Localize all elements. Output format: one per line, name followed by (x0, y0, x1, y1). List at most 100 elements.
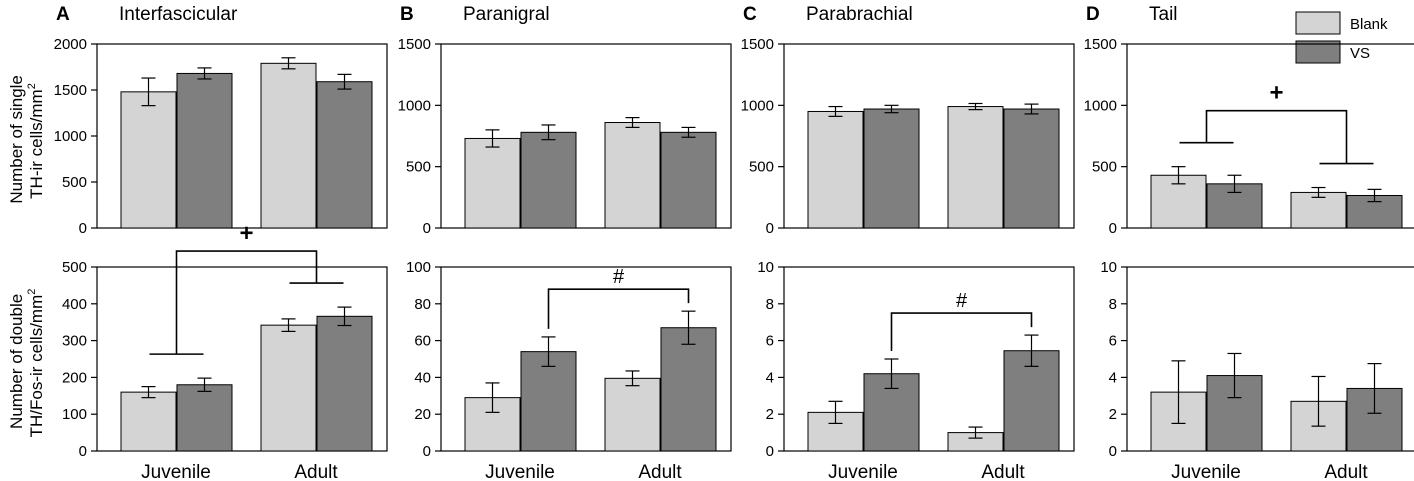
y-tick-label: 1500 (54, 82, 87, 99)
y-tick-label: 500 (62, 259, 87, 276)
panel-C-top: 0 500 1000 1500 C Parabrachial (741, 4, 1075, 237)
panel-title: Interfascicular (119, 4, 238, 25)
x-category-label: Juvenile (141, 462, 211, 481)
panel-A-top: 0 500 1000 1500 2000 A Interfascicular (54, 4, 388, 237)
y-tick-label: 0 (423, 443, 431, 460)
y-tick-label: 10 (757, 259, 774, 276)
plot-frame (440, 266, 732, 452)
bar-blank-juvenile (120, 391, 177, 452)
y-tick-label: 10 (1100, 259, 1117, 276)
x-category-label: Juvenile (1171, 462, 1241, 481)
significance-symbol: # (956, 290, 968, 312)
plot-frame (783, 266, 1075, 452)
y-tick-label: 6 (766, 333, 774, 350)
bar-blank-adult (260, 62, 317, 229)
y-axis-labels: Number of single TH-ir cells/mm2 Number … (7, 70, 46, 438)
y-label-bottom: Number of double TH/Fos-ir cells/mm2 (7, 289, 46, 438)
legend: Blank VS (1295, 11, 1388, 64)
panel-title: Paranigral (463, 4, 550, 25)
plot-frame (96, 266, 388, 452)
panel-C-bottom: 0 2 4 6 8 10 Juvenile Adult # (757, 259, 1075, 481)
y-tick-label: 1000 (1084, 97, 1117, 114)
bar-blank-adult (947, 106, 1004, 229)
y-tick-label: 500 (1092, 159, 1117, 176)
legend-label-vs: VS (1350, 45, 1370, 62)
y-tick-label: 1500 (741, 36, 774, 53)
y-tick-label: 0 (766, 220, 774, 237)
x-category-label: Juvenile (485, 462, 555, 481)
panel-title: Parabrachial (806, 4, 913, 25)
y-label-top: Number of single TH-ir cells/mm2 (7, 70, 46, 203)
legend-swatch-vs (1295, 40, 1341, 64)
bar-blank-adult (604, 122, 661, 229)
x-category-label: Adult (638, 462, 682, 481)
y-tick-label: 4 (1109, 369, 1117, 386)
x-category-label: Adult (294, 462, 338, 481)
y-label-bottom-line2: TH/Fos-ir cells/mm (27, 295, 46, 438)
bar-vs-adult (660, 327, 717, 452)
x-category-label: Adult (1324, 462, 1368, 481)
significance-symbol: + (1269, 80, 1283, 107)
significance-bracket: + (149, 220, 344, 355)
panel-D-bottom: 0 2 4 6 8 10 Juvenile Adult (1100, 259, 1414, 481)
y-tick-label: 400 (62, 296, 87, 313)
y-label-top-line2: TH-ir cells/mm (27, 89, 46, 199)
x-category-label: Juvenile (828, 462, 898, 481)
y-tick-label: 2000 (54, 36, 87, 53)
panel-letter: C (743, 4, 757, 25)
y-label-top-sup: 2 (26, 83, 38, 89)
y-tick-label: 40 (414, 369, 431, 386)
panel-title: Tail (1149, 4, 1178, 25)
significance-bracket: # (890, 290, 1033, 351)
y-tick-label: 200 (62, 369, 87, 386)
y-tick-label: 1000 (741, 97, 774, 114)
legend-swatch-blank (1295, 11, 1341, 35)
y-tick-label: 4 (766, 369, 774, 386)
bracket-line (1205, 109, 1348, 164)
significance-symbol: + (239, 220, 253, 247)
bar-vs-adult (1003, 350, 1060, 452)
y-tick-label: 300 (62, 333, 87, 350)
y-tick-label: 1500 (1084, 36, 1117, 53)
panel-letter: B (400, 4, 414, 25)
plot-frame (1126, 43, 1414, 229)
y-tick-label: 8 (766, 296, 774, 313)
bar-vs-juvenile (176, 72, 233, 229)
bar-blank-juvenile (120, 91, 177, 229)
bar-vs-juvenile (520, 131, 577, 229)
y-tick-label: 100 (406, 259, 431, 276)
y-tick-label: 500 (749, 159, 774, 176)
bar-blank-juvenile (464, 137, 521, 229)
y-tick-label: 1000 (54, 128, 87, 145)
y-tick-label: 60 (414, 333, 431, 350)
panel-A-bottom: 0 100 200 300 400 500 Juvenile Adult + (62, 220, 388, 481)
panel-B-top: 0 500 1000 1500 B Paranigral (398, 4, 732, 237)
y-tick-label: 20 (414, 406, 431, 423)
y-tick-label: 2 (1109, 406, 1117, 423)
x-category-label: Adult (981, 462, 1025, 481)
bar-vs-juvenile (176, 384, 233, 452)
y-tick-label: 500 (62, 174, 87, 191)
bracket-line (890, 312, 1033, 351)
bar-blank-juvenile (807, 110, 864, 229)
significance-symbol: # (613, 266, 625, 288)
bar-vs-adult (316, 81, 373, 229)
panel-letter: A (56, 4, 70, 25)
bracket-line (547, 288, 690, 329)
y-label-bottom-line1: Number of double (7, 294, 26, 429)
y-tick-label: 0 (423, 220, 431, 237)
bar-vs-juvenile (863, 108, 920, 229)
bracket-line (175, 250, 318, 355)
panel-B-bottom: 0 20 40 60 80 100 Juvenile Adult # (406, 259, 732, 481)
y-tick-label: 0 (766, 443, 774, 460)
significance-bracket: + (1179, 80, 1374, 165)
y-tick-label: 500 (406, 159, 431, 176)
y-tick-label: 8 (1109, 296, 1117, 313)
plot-frame (440, 43, 732, 229)
bar-vs-adult (660, 131, 717, 229)
y-tick-label: 0 (79, 220, 87, 237)
y-tick-label: 100 (62, 406, 87, 423)
y-label-top-line1: Number of single (7, 75, 26, 204)
